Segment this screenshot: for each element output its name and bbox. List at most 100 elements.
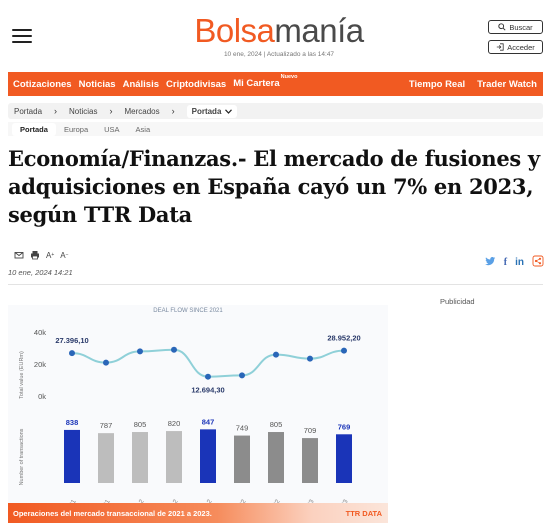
bar-data-label: 749 <box>236 424 249 433</box>
share-icon[interactable] <box>532 255 544 270</box>
date-line: 10 ene, 2024 | Actualizado a las 14:47 <box>223 51 335 58</box>
bar <box>234 435 250 483</box>
nav-trader-watch[interactable]: Trader Watch <box>477 79 537 90</box>
article-headline: Economía/Finanzas.- El mercado de fusion… <box>8 146 540 227</box>
bar <box>336 434 352 483</box>
font-label: A <box>60 250 66 260</box>
breadcrumb-item[interactable]: Noticias <box>69 106 98 116</box>
main-nav: Cotizaciones Noticias Análisis Criptodiv… <box>8 72 543 96</box>
font-label: A <box>46 250 52 260</box>
breadcrumb: Portada › Noticias › Mercados › Portada <box>8 103 543 119</box>
point-data-label: 27.396,10 <box>55 336 88 345</box>
print-icon[interactable] <box>30 250 40 260</box>
bar <box>200 429 216 483</box>
chevron-down-icon <box>225 108 233 114</box>
y-tick-label: 40k <box>34 328 46 337</box>
nav-mi-cartera[interactable]: Mi CarteraNuevo <box>233 74 297 90</box>
value-point <box>205 373 211 380</box>
chevron-right-icon: › <box>54 106 58 116</box>
bar-data-label: 769 <box>338 422 351 431</box>
bar <box>302 438 318 483</box>
divider <box>8 284 543 285</box>
hamburger-icon[interactable] <box>12 29 32 43</box>
value-point <box>69 350 75 357</box>
login-button-label: Acceder <box>507 42 535 52</box>
y-axis-label-count: Number of transactions <box>19 428 25 485</box>
email-icon[interactable] <box>14 250 24 260</box>
share-bar: f in <box>484 255 544 270</box>
font-decrease-icon[interactable]: A − <box>60 250 69 260</box>
bar-data-label: 847 <box>202 417 215 426</box>
nav-analisis[interactable]: Análisis <box>123 79 159 90</box>
bar-data-label: 805 <box>270 420 283 429</box>
value-point <box>307 355 313 362</box>
nav-label: Cotizaciones <box>13 78 72 90</box>
new-badge: Nuevo <box>280 74 298 81</box>
bar <box>98 433 114 483</box>
bar <box>268 432 284 483</box>
nav-label: Criptodivisas <box>166 78 227 90</box>
article-figure: DEAL FLOW SINCE 2021 40k 20k 0k Total value … <box>8 305 388 523</box>
deal-flow-chart: DEAL FLOW SINCE 2021 40k 20k 0k Total value … <box>19 308 361 519</box>
nav-label: Tiempo Real <box>408 78 466 90</box>
nav-tiempo-real[interactable]: Tiempo Real <box>409 79 465 90</box>
caption-text: Operaciones del mercado transaccional de… <box>13 508 212 518</box>
twitter-icon[interactable] <box>484 256 496 269</box>
bar-data-label: 820 <box>168 419 181 428</box>
bar-data-label: 805 <box>134 420 147 429</box>
value-point <box>239 372 245 379</box>
linkedin-icon[interactable]: in <box>515 257 524 268</box>
nav-label: Trader Watch <box>477 78 537 90</box>
figure-caption: Operaciones del mercado transaccional de… <box>8 503 388 523</box>
value-point <box>171 346 177 353</box>
nav-criptodivisas[interactable]: Criptodivisas <box>166 79 226 90</box>
chevron-right-icon: › <box>109 106 113 116</box>
tab-europa[interactable]: Europa <box>63 124 89 134</box>
bar-data-label: 787 <box>100 421 113 430</box>
chart-title: DEAL FLOW SINCE 2021 <box>153 308 223 314</box>
nav-label: Noticias <box>78 78 116 90</box>
site-logo[interactable]: Bolsamanía <box>0 12 558 50</box>
article-date: 10 ene, 2024 14:21 <box>8 268 73 277</box>
nav-cotizaciones[interactable]: Cotizaciones <box>13 79 72 90</box>
breadcrumb-dropdown[interactable]: Portada <box>186 104 238 118</box>
bar <box>64 429 80 483</box>
bar <box>166 431 182 483</box>
value-point <box>273 351 279 358</box>
login-button[interactable]: Acceder <box>488 40 543 54</box>
breadcrumb-item[interactable]: Portada <box>14 106 43 116</box>
tab-usa[interactable]: USA <box>104 124 120 134</box>
bar-data-label: 709 <box>304 426 317 435</box>
logo-part1: Bolsa <box>194 12 275 49</box>
nav-noticias[interactable]: Noticias <box>79 79 116 90</box>
logo-part2: manía <box>274 12 364 49</box>
y-tick-label: 0k <box>38 392 46 401</box>
value-line <box>71 348 345 378</box>
nav-label: Mi Cartera <box>233 78 280 90</box>
caption-source: TTR DATA <box>345 508 382 518</box>
y-tick-label: 20k <box>34 360 46 369</box>
value-point <box>103 359 109 366</box>
bar <box>132 432 148 483</box>
article-tools: A + A − <box>14 250 69 260</box>
ad-label: Publicidad <box>440 297 475 306</box>
point-data-label: 28.952,20 <box>327 334 360 343</box>
bar-data-label: 838 <box>66 418 79 427</box>
login-icon <box>497 43 504 51</box>
facebook-icon[interactable]: f <box>503 257 508 268</box>
region-tabs: Portada Europa USA Asia <box>8 122 543 136</box>
tab-portada[interactable]: Portada <box>12 122 56 136</box>
breadcrumb-item[interactable]: Mercados <box>124 106 160 116</box>
font-increase-icon[interactable]: A + <box>46 250 55 260</box>
breadcrumb-current-label: Portada <box>191 106 222 116</box>
value-point <box>341 347 347 354</box>
y-axis-label-value: Total value (EURm) <box>19 351 25 399</box>
tab-asia[interactable]: Asia <box>135 124 151 134</box>
search-button[interactable]: Buscar <box>488 20 543 34</box>
value-point <box>137 348 143 355</box>
search-button-label: Buscar <box>509 22 533 32</box>
nav-label: Análisis <box>122 78 160 90</box>
chevron-right-icon: › <box>171 106 175 116</box>
point-data-label: 12.694,30 <box>191 386 224 395</box>
search-icon <box>498 23 506 31</box>
